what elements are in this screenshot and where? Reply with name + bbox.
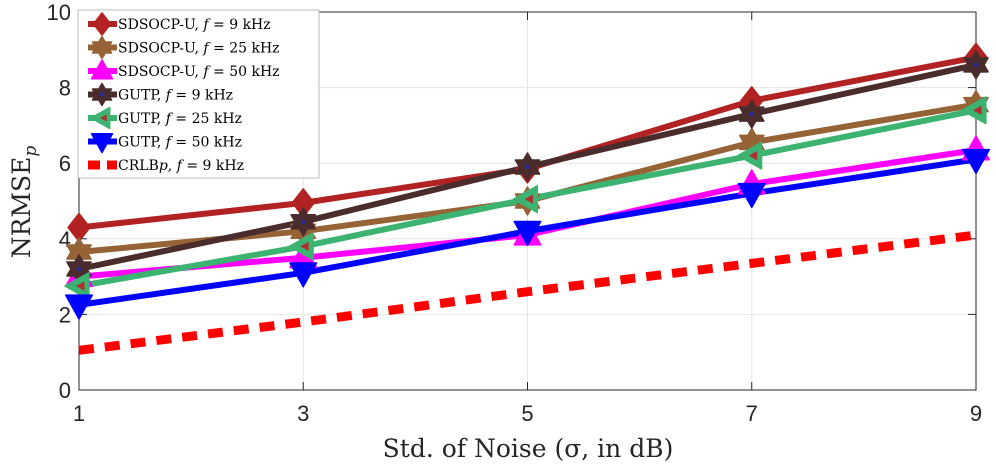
- series-5-point: [961, 148, 991, 175]
- series-5-point: [289, 262, 318, 288]
- x-tick-label: 3: [297, 401, 309, 426]
- series-4-point-center: [973, 105, 982, 115]
- series-3-point-center: [525, 164, 530, 170]
- series-4-point-center: [748, 150, 758, 161]
- legend-box: [77, 9, 320, 179]
- y-tick-label: 8: [59, 76, 71, 101]
- legend-label-4: GUTP, 𝑓 = 25 kHz: [118, 111, 242, 127]
- series-3-point-center: [76, 266, 82, 272]
- legend-label-1: SDSOCP-U, 𝑓 = 25 kHz: [118, 41, 280, 57]
- legend-marker-3-center: [99, 92, 105, 97]
- legend-label-2: SDSOCP-U, 𝑓 = 50 kHz: [118, 64, 280, 80]
- plot-frame: [78, 11, 977, 391]
- series-5-point: [64, 294, 94, 320]
- series-4-point-center: [524, 194, 533, 204]
- x-axis-label: Std. of Noise (σ, in dB): [383, 434, 674, 463]
- y-tick-label: 2: [59, 302, 71, 327]
- series-4-point-center: [76, 281, 85, 291]
- x-tick-label: 1: [73, 401, 85, 426]
- y-tick-label: 6: [59, 151, 71, 176]
- series-line-6: [78, 230, 977, 355]
- y-tick-label: 0: [59, 378, 71, 403]
- series-markers: [64, 42, 991, 320]
- legend-marker-4-center: [100, 114, 107, 122]
- y-tick-label: 10: [47, 0, 71, 25]
- legend-marker-2: [90, 59, 114, 80]
- legend-label-6: CRLB𝑝, 𝑓 = 9 kHz: [118, 158, 244, 174]
- legend-label-3: GUTP, 𝑓 = 9 kHz: [118, 88, 233, 104]
- series-3-point-center: [301, 219, 306, 224]
- legend-marker-0: [92, 12, 112, 36]
- legend-label-0: SDSOCP-U, 𝑓 = 9 kHz: [118, 17, 271, 33]
- legend: SDSOCP-U, 𝑓 = 9 kHz SDSOCP-U, 𝑓 = 25 kHz S…: [77, 9, 320, 179]
- series-5-point: [737, 182, 766, 209]
- y-axis-label: NRMSEp: [7, 146, 41, 259]
- series-4-point-center: [300, 241, 309, 252]
- legend-marker-5: [90, 133, 114, 154]
- series-5-point: [513, 220, 542, 246]
- x-tick-label: 7: [746, 401, 758, 426]
- legend-label-5: GUTP, 𝑓 = 50 kHz: [118, 135, 242, 151]
- series-3-point-center: [749, 111, 754, 117]
- legend-marker-1: [91, 35, 113, 60]
- x-tick-label: 5: [521, 401, 533, 426]
- x-tick-label: 9: [970, 401, 982, 426]
- series-3-point-center: [973, 62, 979, 68]
